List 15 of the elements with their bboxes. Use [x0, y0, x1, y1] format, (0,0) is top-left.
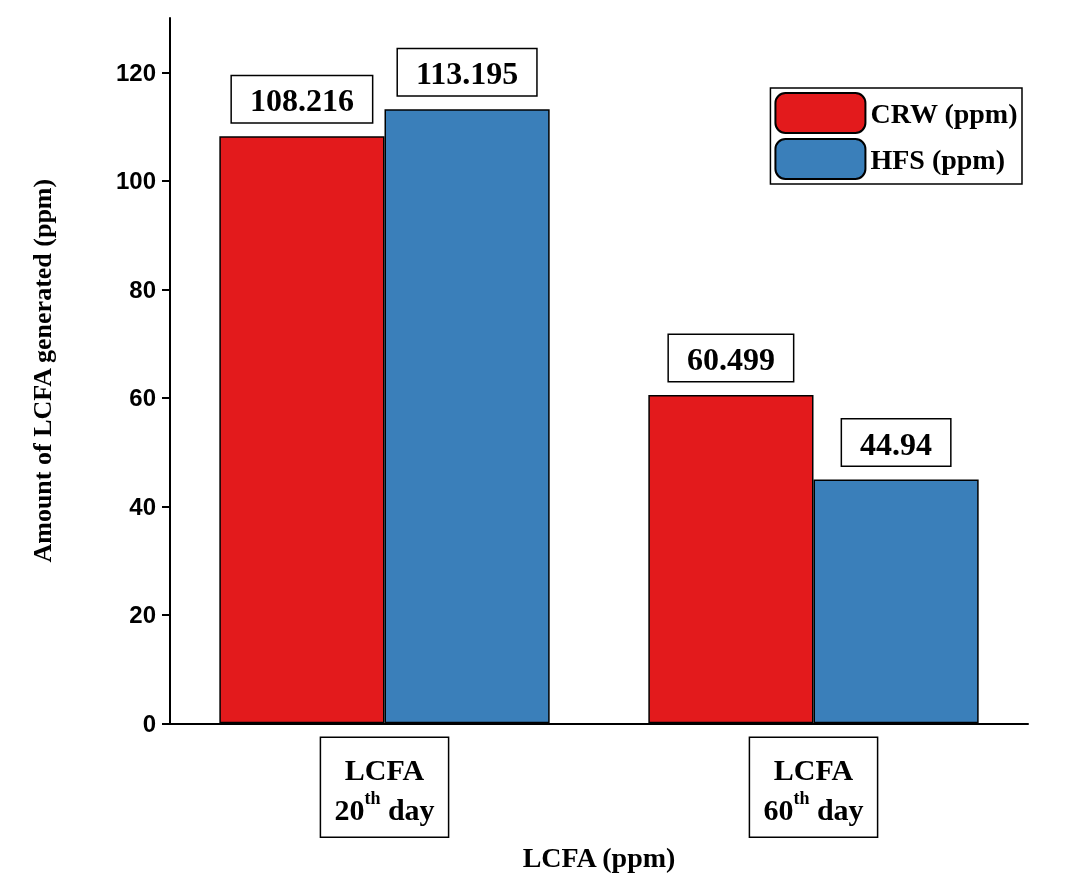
- y-tick-label: 60: [129, 384, 156, 412]
- y-tick-label: 80: [129, 275, 156, 303]
- y-tick-label: 100: [115, 167, 156, 195]
- legend-label: HFS (ppm): [870, 143, 1005, 175]
- x-axis-title: LCFA (ppm): [522, 841, 676, 873]
- y-tick-label: 40: [129, 492, 156, 520]
- data-label: 113.195: [415, 55, 519, 92]
- data-label: 108.216: [249, 82, 354, 119]
- y-axis-title: Amount of LCFA generated (ppm): [27, 178, 57, 563]
- data-label: 60.499: [686, 341, 775, 378]
- legend-label: CRW (ppm): [870, 97, 1018, 129]
- data-label: 44.94: [860, 425, 933, 462]
- y-tick-label: 0: [142, 709, 156, 737]
- y-tick-label: 20: [129, 601, 156, 629]
- y-tick-label: 120: [115, 58, 156, 86]
